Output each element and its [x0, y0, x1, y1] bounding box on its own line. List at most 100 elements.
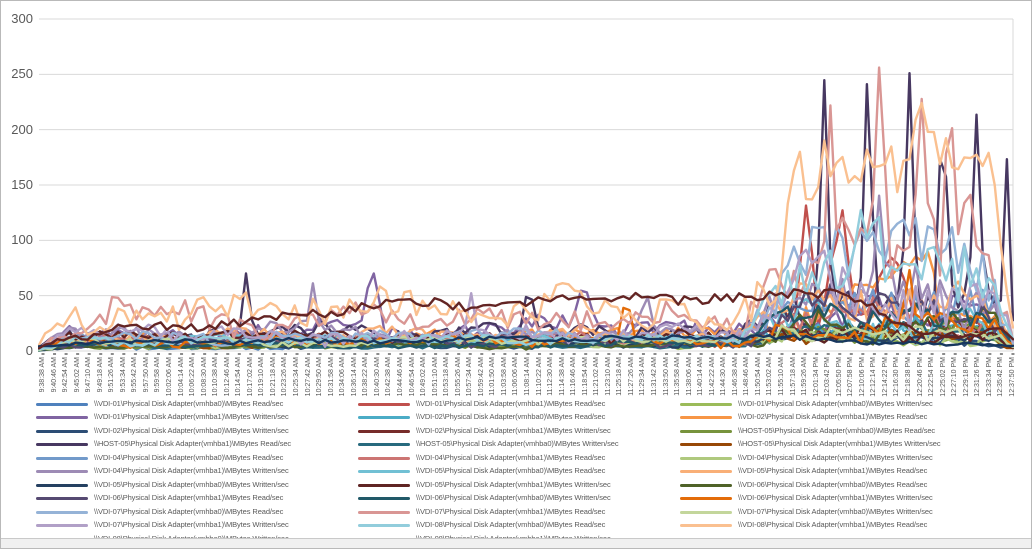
window-bottom-strip [1, 538, 1031, 548]
x-tick-label: 10:19:10 AM [258, 357, 266, 397]
x-tick-label: 12:07:58 PM [847, 357, 855, 397]
x-tick-label: 9:51:26 AM [108, 357, 116, 393]
x-tick-label: 10:21:18 AM [269, 357, 277, 397]
x-axis-tick-mark [180, 353, 184, 355]
legend-swatch [680, 510, 732, 514]
x-tick-label: 11:29:34 AM [639, 357, 647, 396]
legend-swatch [680, 416, 732, 420]
x-axis-tick-mark [191, 353, 195, 355]
x-tick-label: 11:40:14 AM [697, 357, 705, 396]
x-tick-label: 10:27:42 AM [304, 357, 312, 397]
x-tick-label: 12:16:30 PM [893, 357, 901, 397]
legend-swatch [680, 443, 732, 447]
x-axis-tick-mark [514, 353, 518, 355]
legend-label: \\VDI-04\Physical Disk Adapter(vmhba0)\M… [738, 452, 933, 462]
x-axis-tick-mark [699, 353, 703, 355]
legend-label: \\VDI-01\Physical Disk Adapter(vmhba1)\M… [416, 399, 606, 408]
x-axis-tick-mark [283, 353, 287, 355]
x-axis-tick-mark [307, 353, 311, 355]
x-tick-label: 12:03:42 PM [824, 357, 832, 397]
x-tick-label: 12:01:34 PM [812, 357, 820, 397]
x-tick-label: 11:59:26 AM [801, 357, 809, 396]
x-tick-label: 9:55:42 AM [131, 357, 139, 393]
y-tick-label: 300 [11, 11, 33, 26]
x-tick-label: 10:42:38 AM [385, 357, 393, 397]
legend-label: \\VDI-04\Physical Disk Adapter(vmhba1)\M… [416, 452, 606, 462]
x-axis-tick-mark [895, 353, 899, 355]
legend-swatch [358, 497, 410, 501]
x-tick-label: 10:10:38 AM [212, 357, 220, 397]
legend-swatch [680, 483, 732, 487]
x-axis-tick-mark [607, 353, 611, 355]
x-tick-label: 11:27:26 AM [627, 357, 635, 396]
x-tick-label: 12:20:46 PM [916, 357, 924, 397]
x-tick-label: 12:10:06 PM [858, 357, 866, 397]
x-axis-tick-mark [272, 353, 276, 355]
x-axis-tick-mark [722, 353, 726, 355]
x-axis-tick-mark [953, 353, 957, 355]
x-tick-label: 11:53:02 AM [766, 357, 774, 396]
legend-swatch [358, 483, 410, 487]
legend-swatch [680, 497, 732, 501]
legend-label: \\HOST-05\Physical Disk Adapter(vmhba1)\… [738, 439, 941, 449]
y-tick-label: 50 [18, 287, 33, 303]
y-tick-label: 250 [11, 66, 33, 82]
legend-swatch [36, 524, 88, 528]
x-tick-label: 10:08:30 AM [200, 357, 208, 397]
x-tick-label: 11:23:10 AM [604, 357, 612, 396]
x-tick-label: 11:18:54 AM [581, 357, 589, 396]
x-axis-tick-mark [168, 353, 172, 355]
legend-label: \\VDI-04\Physical Disk Adapter(vmhba1)\M… [94, 466, 289, 476]
legend-label: \\HOST-05\Physical Disk Adapter(vmhba0)\… [416, 439, 619, 449]
legend-swatch [36, 456, 88, 460]
legend-label: \\VDI-06\Physical Disk Adapter(vmhba0)\M… [416, 493, 611, 503]
x-axis-tick-mark [318, 353, 322, 355]
x-tick-label: 11:21:02 AM [593, 357, 601, 396]
x-tick-label: 10:36:14 AM [350, 357, 358, 397]
x-tick-label: 12:27:10 PM [951, 357, 959, 397]
x-axis-tick-mark [249, 353, 253, 355]
legend-label: \\VDI-07\Physical Disk Adapter(vmhba1)\M… [416, 506, 606, 516]
x-axis-tick-mark [630, 353, 634, 355]
x-tick-label: 12:33:34 PM [985, 357, 993, 397]
x-axis-tick-mark [87, 353, 91, 355]
x-axis-tick-mark [76, 353, 80, 355]
legend-swatch [358, 403, 410, 406]
x-tick-label: 11:31:42 AM [650, 357, 658, 396]
x-axis-tick-mark [226, 353, 230, 355]
x-tick-label: 12:35:42 PM [997, 357, 1005, 397]
x-axis-tick-mark [872, 353, 876, 355]
legend-label: \\VDI-05\Physical Disk Adapter(vmhba1)\M… [738, 466, 928, 476]
x-axis-tick-mark [584, 353, 588, 355]
x-axis-tick-mark [965, 353, 969, 355]
legend-swatch [36, 483, 88, 487]
x-tick-label: 10:34:06 AM [339, 357, 347, 397]
legend-swatch [358, 429, 410, 433]
x-tick-label: 10:44:46 AM [396, 357, 404, 397]
x-axis-tick-mark [549, 353, 553, 355]
legend-swatch [680, 524, 732, 528]
legend-label: \\VDI-06\Physical Disk Adapter(vmhba1)\M… [738, 493, 933, 503]
x-axis-tick-mark [1011, 353, 1015, 355]
x-axis-tick-mark [237, 353, 241, 355]
x-axis-tick-mark [838, 353, 842, 355]
x-tick-label: 10:53:18 AM [443, 357, 451, 397]
series-polyline [38, 288, 1014, 350]
legend-label: \\HOST-05\Physical Disk Adapter(vmhba1)\… [94, 439, 292, 449]
x-axis-tick-mark [214, 353, 218, 355]
x-axis-tick-mark [203, 353, 207, 355]
x-axis-tick-mark [711, 353, 715, 355]
legend-swatch [36, 510, 88, 514]
legend-label: \\VDI-02\Physical Disk Adapter(vmhba0)\M… [94, 425, 289, 435]
x-axis-tick-mark [145, 353, 149, 355]
x-axis-tick-mark [133, 353, 137, 355]
legend-swatch [36, 429, 88, 433]
x-tick-label: 11:35:58 AM [674, 357, 682, 396]
plot-area [38, 18, 1015, 355]
x-tick-label: 12:29:18 PM [962, 357, 970, 397]
x-axis-tick-mark [780, 353, 784, 355]
x-tick-label: 10:14:54 AM [235, 357, 243, 397]
legend-label: \\VDI-08\Physical Disk Adapter(vmhba1)\M… [738, 520, 928, 530]
x-tick-label: 10:12:46 AM [223, 357, 231, 397]
